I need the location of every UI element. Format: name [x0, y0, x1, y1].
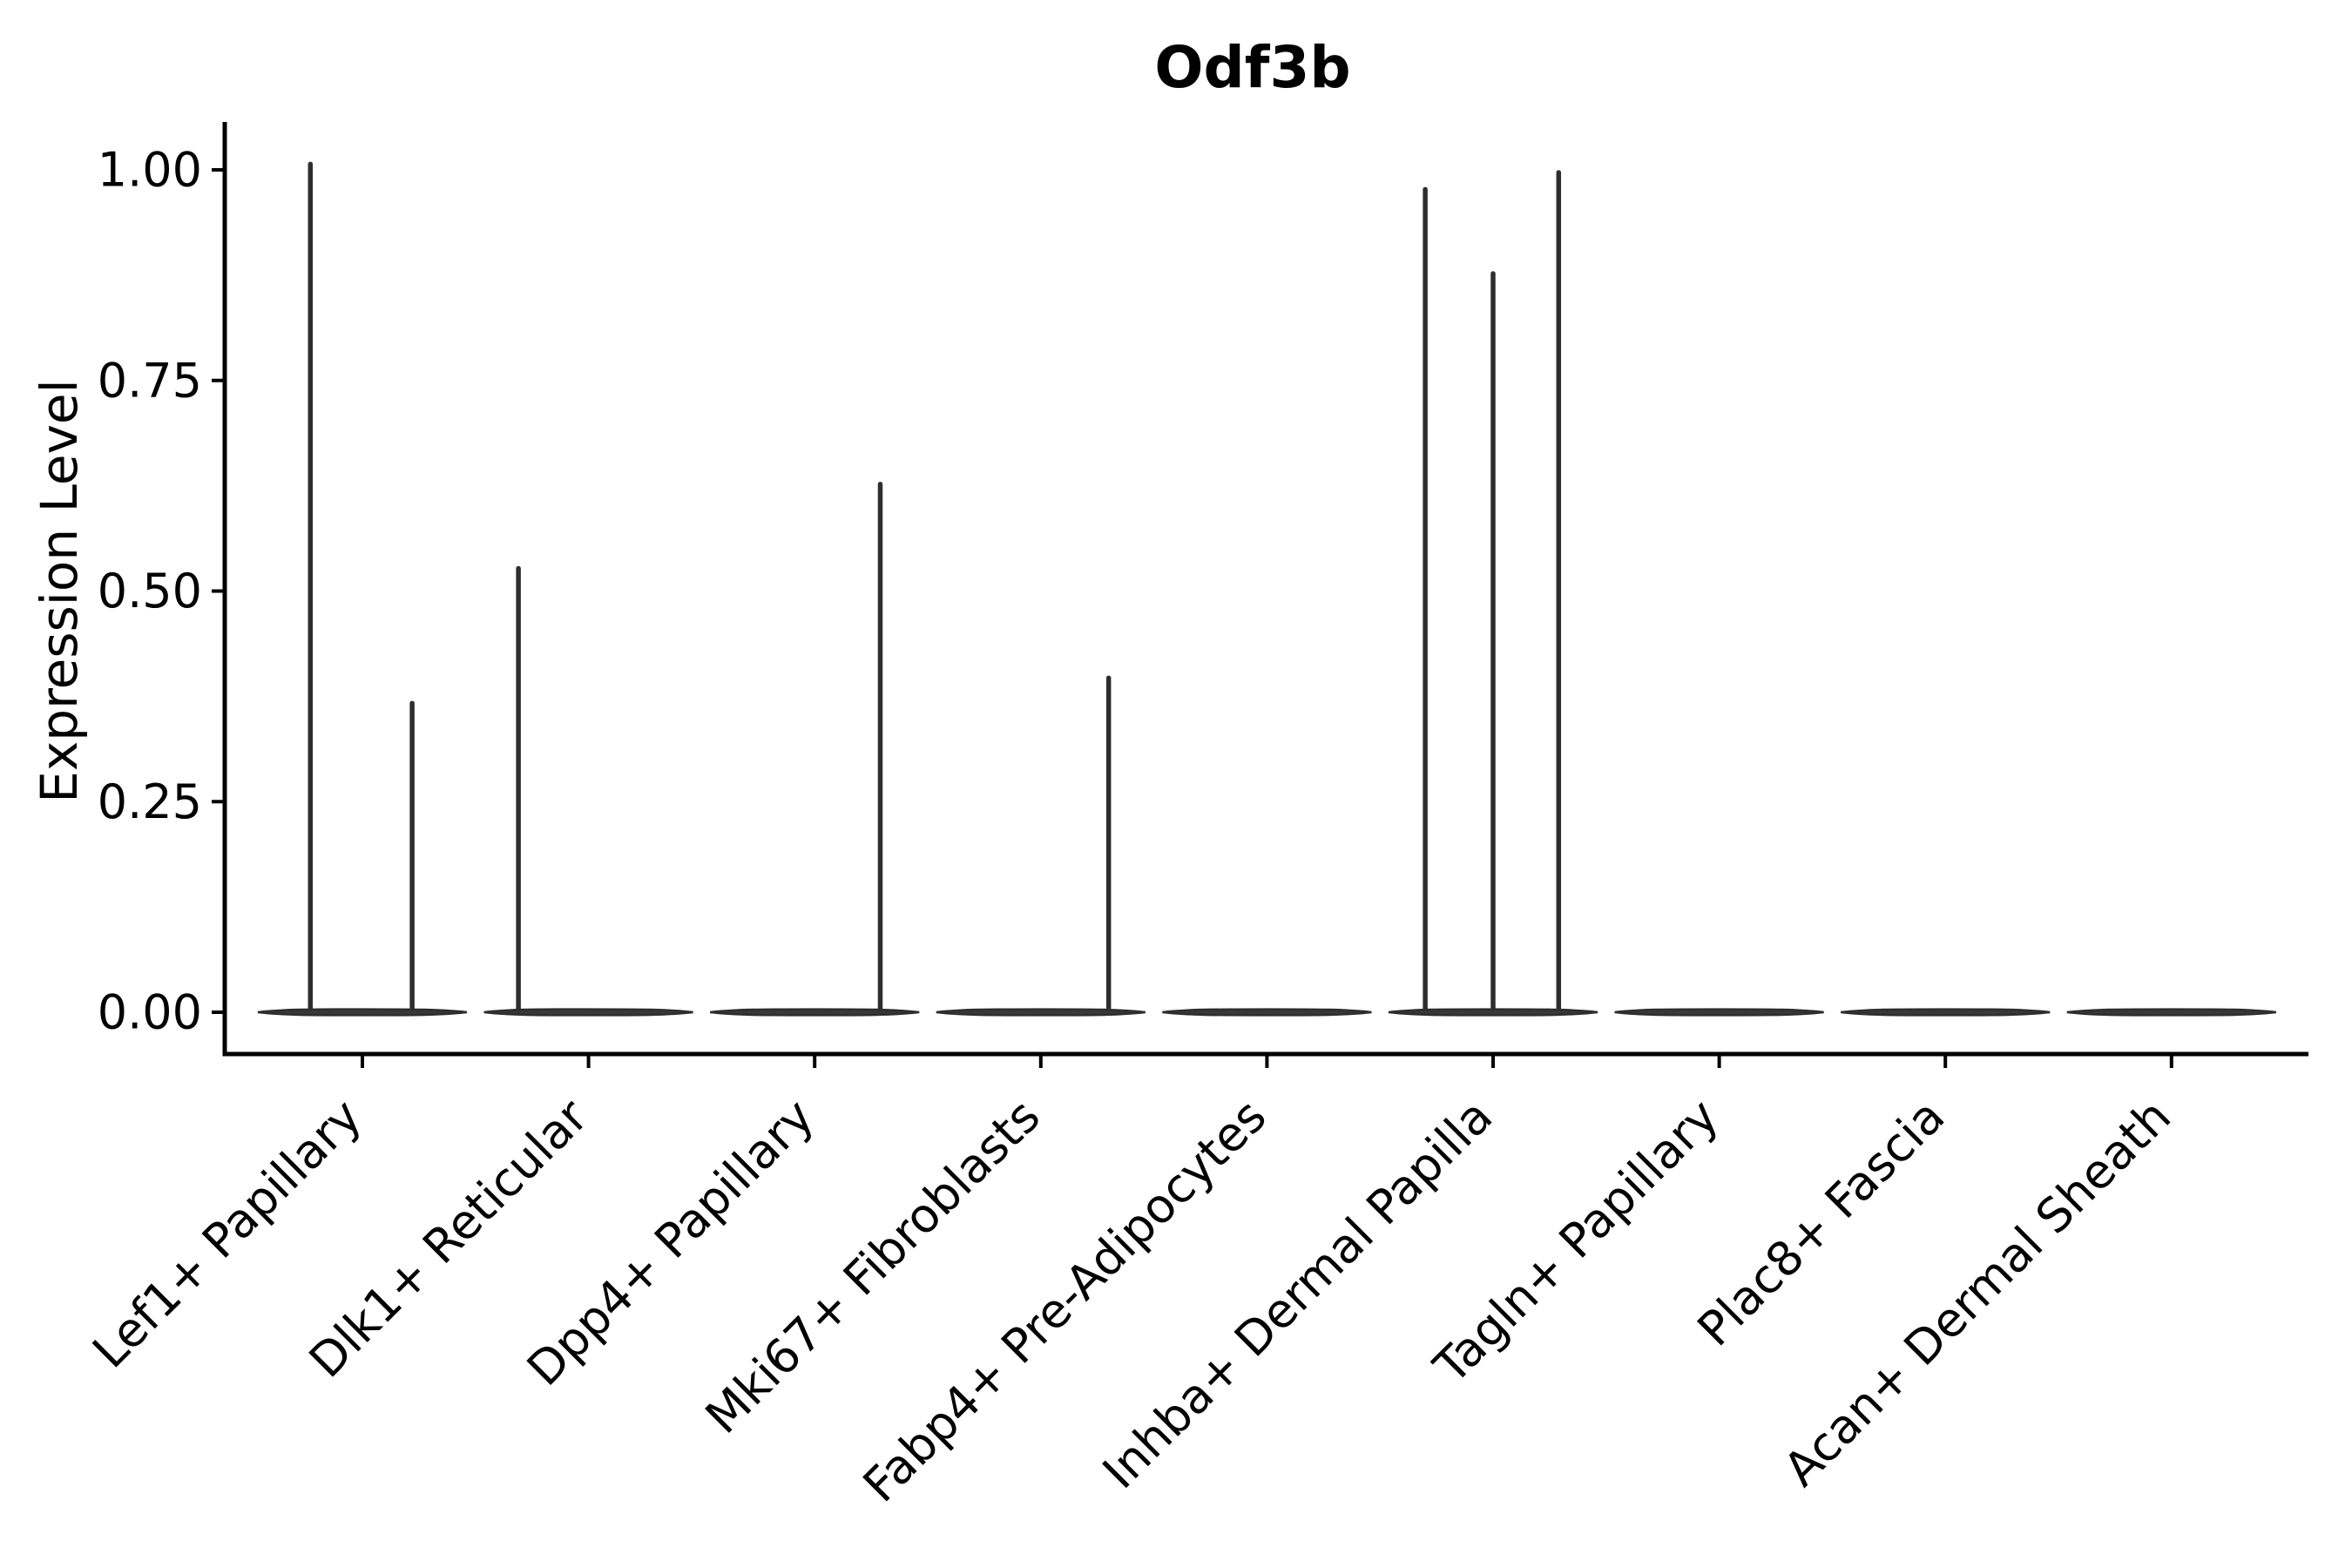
y-tick-label: 1.00	[98, 143, 202, 198]
violin-group	[1388, 170, 1598, 1017]
violin-body	[1841, 1008, 2051, 1017]
violin-group	[483, 565, 693, 1017]
y-tick-label: 0.75	[98, 353, 202, 408]
violin-body	[1614, 1008, 1824, 1017]
x-tick-label: Acan+ Dermal Sheath	[1774, 1089, 2181, 1497]
violin-body	[1388, 1008, 1598, 1017]
y-tick-label: 0.25	[98, 774, 202, 829]
violin-body	[1162, 1008, 1372, 1017]
x-tick-label: Fabp4+ Pre-Adipocytes	[853, 1089, 1277, 1513]
violin-group	[257, 161, 468, 1017]
violin-group	[1614, 1008, 1824, 1017]
violin-group	[2066, 1008, 2276, 1017]
violin-body	[257, 1008, 468, 1017]
violin-group	[1162, 1008, 1372, 1017]
violin-body	[483, 1008, 693, 1017]
plot-title: Odf3b	[1154, 34, 1350, 101]
violin-group	[936, 675, 1146, 1017]
violin-body	[936, 1008, 1146, 1017]
axes-layer	[212, 122, 2308, 1068]
title-layer: Odf3b Expression Level	[30, 34, 1351, 803]
violin-group	[710, 482, 920, 1017]
violins-layer	[257, 161, 2276, 1017]
y-axis-title: Expression Level	[30, 379, 89, 802]
violin-body	[710, 1008, 920, 1017]
violin-group	[1841, 1008, 2051, 1017]
y-tick-label: 0.50	[98, 564, 202, 618]
x-tick-label: Inhba+ Dermal Papilla	[1092, 1089, 1503, 1499]
violin-body	[2066, 1008, 2276, 1017]
y-tick-label: 0.00	[98, 985, 202, 1040]
